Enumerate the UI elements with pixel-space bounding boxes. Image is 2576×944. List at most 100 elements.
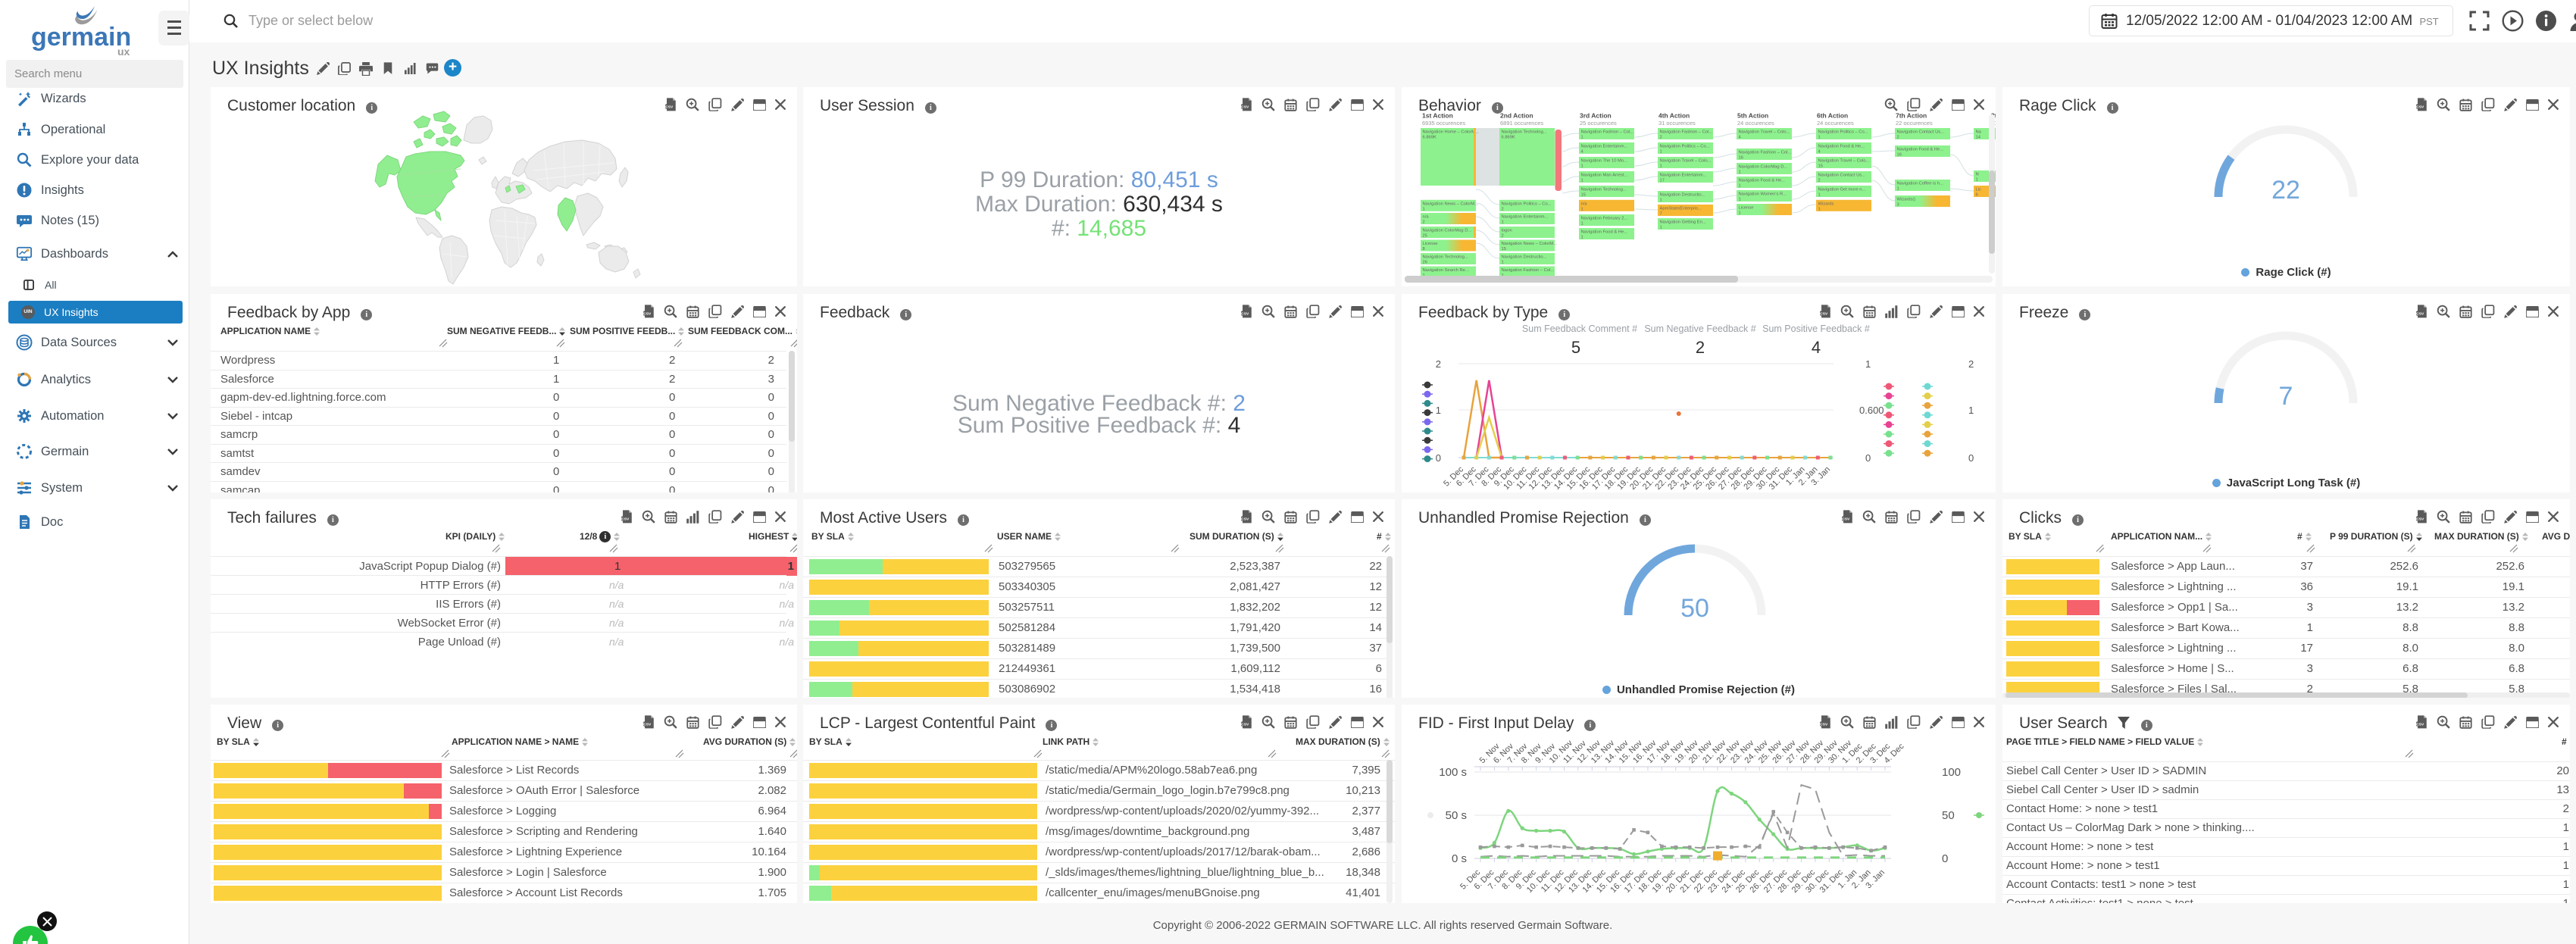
svg-text:Navigation Politics – Co...: Navigation Politics – Co... [1502, 202, 1552, 206]
svg-text:Navigation Fashion – Col...: Navigation Fashion – Col... [1739, 151, 1792, 155]
svg-text:Navigation Entertainm...: Navigation Entertainm... [1660, 173, 1707, 178]
svg-text:0: 0 [1865, 452, 1871, 464]
svg-text:1: 1 [1739, 184, 1741, 189]
svg-text:Navigation Home – ColorM...: Navigation Home – ColorM... [1423, 130, 1480, 135]
svg-text:4: 4 [1581, 150, 1584, 155]
svg-text:Navigation Man Arrest...: Navigation Man Arrest... [1581, 173, 1628, 178]
svg-text:n/a: n/a [1423, 215, 1430, 220]
svg-text:15: 15 [1818, 164, 1823, 169]
svg-text:Wizards: Wizards [1818, 202, 1834, 206]
svg-text:6.869K: 6.869K [1502, 136, 1516, 140]
svg-text:Navigation News – ColorM...: Navigation News – ColorM... [1423, 202, 1479, 206]
svg-text:15: 15 [1581, 193, 1586, 198]
svg-text:6891 occurences: 6891 occurences [1500, 120, 1543, 127]
svg-text:0: 0 [1436, 452, 1441, 464]
svg-text:1: 1 [1976, 178, 1978, 183]
svg-text:8: 8 [1423, 247, 1425, 252]
svg-text:6th Action: 6th Action [1817, 112, 1848, 120]
svg-text:Navigation Entertainm...: Navigation Entertainm... [1581, 145, 1628, 149]
svg-text:1: 1 [1739, 170, 1741, 175]
svg-text:15: 15 [1502, 247, 1506, 252]
svg-text:100: 100 [1942, 766, 1961, 779]
svg-text:Navigation Fashion – Col...: Navigation Fashion – Col... [1660, 130, 1713, 135]
svg-text:Navigation Coffee is h...: Navigation Coffee is h... [1897, 182, 1944, 186]
svg-text:4: 4 [1812, 338, 1821, 357]
svg-text:6: 6 [1976, 193, 1978, 198]
svg-text:2: 2 [1502, 207, 1504, 211]
svg-text:1: 1 [1897, 187, 1899, 192]
svg-text:50 s: 50 s [1446, 809, 1467, 822]
svg-text:2: 2 [1818, 179, 1821, 183]
svg-text:5th Action: 5th Action [1737, 112, 1768, 120]
svg-text:1: 1 [1968, 405, 1974, 416]
svg-text:14: 14 [1976, 136, 1981, 140]
svg-text:25: 25 [1423, 234, 1427, 239]
svg-text:1: 1 [1739, 211, 1741, 216]
svg-text:License: License [1423, 242, 1438, 246]
svg-text:Navigation Getting En...: Navigation Getting En... [1660, 220, 1707, 225]
svg-text:1: 1 [1660, 198, 1662, 203]
svg-text:1: 1 [1660, 226, 1662, 230]
svg-text:Navigation Travel – Colo...: Navigation Travel – Colo... [1660, 159, 1712, 164]
svg-text:16: 16 [1739, 156, 1743, 161]
svg-text:1: 1 [1502, 261, 1504, 265]
svg-text:1: 1 [1581, 136, 1583, 140]
svg-text:2: 2 [1968, 358, 1974, 370]
svg-text:100 s: 100 s [1439, 766, 1467, 779]
svg-text:Navigation Women's R...: Navigation Women's R... [1739, 192, 1787, 197]
svg-text:0 s: 0 s [1452, 852, 1467, 865]
svg-text:1: 1 [1581, 207, 1583, 211]
svg-text:Sum Negative Feedback #: Sum Negative Feedback # [1644, 324, 1755, 334]
svg-text:24 occurences: 24 occurences [1817, 120, 1854, 127]
svg-text:License: License [1739, 206, 1754, 211]
svg-text:3rd Action: 3rd Action [1580, 112, 1612, 120]
svg-text:6.869K: 6.869K [1423, 136, 1437, 140]
svg-text:Navigation Contact Us...: Navigation Contact Us... [1897, 130, 1945, 135]
svg-text:Navigation Food & He...: Navigation Food & He... [1897, 148, 1944, 152]
svg-text:22: 22 [2271, 176, 2300, 205]
svg-text:1: 1 [1436, 405, 1441, 416]
svg-text:1: 1 [1865, 358, 1871, 370]
svg-text:Navigation Politics – Co...: Navigation Politics – Co... [1660, 145, 1710, 149]
svg-text:Navigation Fashion – Col...: Navigation Fashion – Col... [1502, 268, 1555, 273]
svg-text:1: 1 [1502, 220, 1504, 225]
svg-text:7: 7 [1660, 212, 1662, 217]
svg-text:Wizards(): Wizards() [1897, 198, 1916, 202]
svg-text:7th Action: 7th Action [1896, 112, 1927, 120]
svg-text:Navigation ColorMag D...: Navigation ColorMag D... [1423, 229, 1472, 233]
svg-text:1: 1 [1581, 179, 1583, 183]
svg-text:1st Action: 1st Action [1422, 112, 1453, 120]
svg-text:31 occurences: 31 occurences [1658, 120, 1696, 127]
svg-text:26: 26 [1423, 261, 1427, 265]
svg-text:1: 1 [1581, 164, 1583, 169]
svg-text:2: 2 [1897, 136, 1899, 140]
svg-text:Navigation Fashion – Col...: Navigation Fashion – Col... [1581, 130, 1634, 135]
svg-text:5: 5 [1571, 338, 1580, 357]
svg-text:2: 2 [1696, 338, 1705, 357]
svg-text:Navigation Travel – Colo...: Navigation Travel – Colo... [1818, 159, 1870, 164]
svg-text:Navigation Food & He...: Navigation Food & He... [1581, 230, 1628, 235]
svg-text:4th Action: 4th Action [1658, 112, 1690, 120]
svg-text:2: 2 [1436, 358, 1441, 370]
svg-text:1: 1 [1581, 236, 1583, 240]
svg-text:1: 1 [1660, 164, 1662, 169]
svg-text:Na: Na [1976, 130, 1982, 135]
svg-text:1: 1 [1581, 222, 1583, 227]
svg-text:Navigation Technolog...: Navigation Technolog... [1502, 130, 1548, 135]
svg-text:Navigation February 2...: Navigation February 2... [1581, 217, 1628, 221]
svg-text:1: 1 [1660, 150, 1662, 155]
svg-text:22 occurences: 22 occurences [1896, 120, 1933, 127]
svg-text:7: 7 [2279, 382, 2293, 411]
svg-text:2: 2 [1502, 234, 1504, 239]
svg-text:Sum Positive Feedback #: Sum Positive Feedback # [1762, 324, 1870, 334]
svg-text:Navigation Technolog...: Navigation Technolog... [1423, 255, 1469, 260]
svg-text:Navigation Food & He...: Navigation Food & He... [1818, 145, 1865, 149]
svg-text:2: 2 [1423, 220, 1425, 225]
svg-text:Navigation Destructio...: Navigation Destructio... [1660, 193, 1705, 198]
svg-text:25 occurences: 25 occurences [1580, 120, 1617, 127]
svg-text:0: 0 [1968, 452, 1974, 464]
svg-text:16: 16 [1897, 153, 1902, 158]
svg-text:Navigation Destructio...: Navigation Destructio... [1502, 255, 1547, 260]
svg-text:0.600: 0.600 [1859, 405, 1884, 416]
svg-text:Navigation ColorMag D...: Navigation ColorMag D... [1739, 165, 1788, 170]
